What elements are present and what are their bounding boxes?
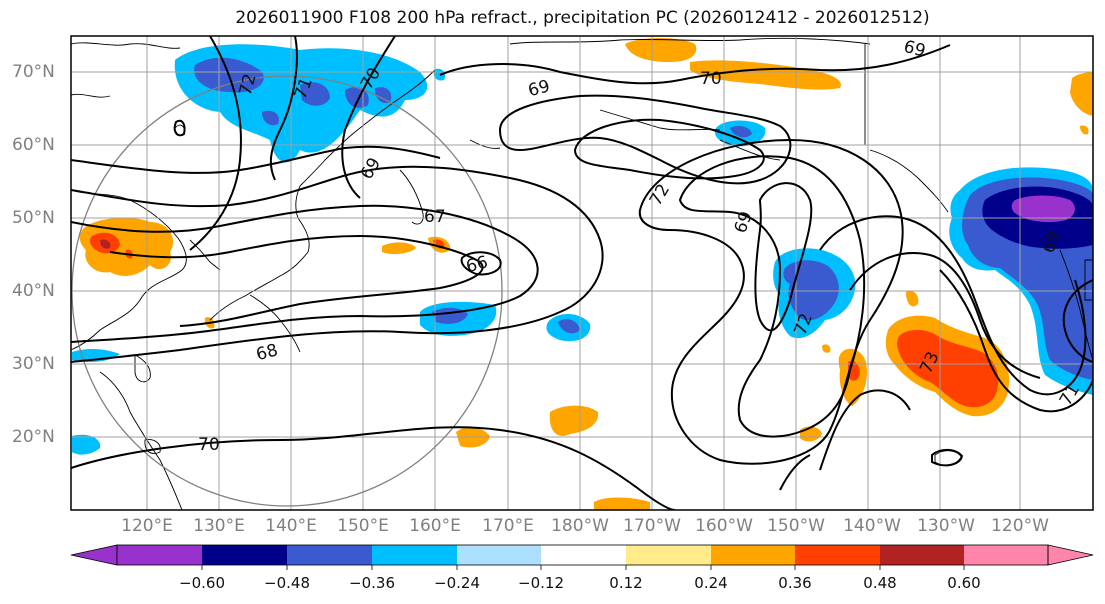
refractivity-contours	[71, 36, 1093, 510]
colorbar-tick-label: 0.60	[947, 574, 981, 592]
colorbar-tick-label: 0.12	[609, 574, 643, 592]
lon-label: 140°W	[843, 516, 901, 536]
lon-label: 120°E	[121, 516, 173, 536]
lon-label: 130°E	[193, 516, 245, 536]
colorbar-bin	[117, 545, 202, 565]
map-title: 2026011900 F108 200 hPa refract., precip…	[235, 8, 930, 28]
colorbar-extend-low	[70, 544, 118, 566]
colorbar	[70, 544, 1094, 570]
contour-label: 70	[700, 69, 722, 89]
colorbar-bin	[202, 545, 287, 565]
colorbar-bin	[626, 545, 711, 565]
graticule	[71, 36, 1093, 510]
colorbar-tick-label: −0.60	[179, 574, 225, 592]
colorbar-bin	[372, 545, 457, 565]
colorbar-bin	[711, 545, 795, 565]
lon-label: 120°W	[991, 516, 1049, 536]
lon-label: 170°W	[623, 516, 681, 536]
range-circle	[71, 75, 503, 507]
lat-label: 20°N	[12, 427, 55, 447]
colorbar-tick-label: 0.36	[778, 574, 812, 592]
contour-label: 67	[424, 207, 446, 227]
colorbar-bin	[541, 545, 626, 565]
colorbar-bin	[457, 545, 541, 565]
contour-label: 70	[198, 435, 220, 455]
colorbar-frame	[116, 544, 1049, 566]
colorbar-bin	[880, 545, 964, 565]
lon-label: 150°W	[767, 516, 825, 536]
lon-label: 180°W	[551, 516, 609, 536]
lat-label: 50°N	[12, 208, 55, 228]
colorbar-tick-label: −0.12	[518, 574, 564, 592]
colorbar-tick-label: −0.36	[349, 574, 395, 592]
colorbar-tick-label: 0.48	[863, 574, 897, 592]
lon-label: 130°W	[917, 516, 975, 536]
colorbar-tick-label: −0.24	[434, 574, 480, 592]
lon-label: 150°E	[337, 516, 389, 536]
colorbar-extend-high	[1047, 544, 1094, 566]
colorbar-bin	[287, 545, 372, 565]
lon-label: 170°E	[482, 516, 534, 536]
lat-label: 70°N	[12, 62, 55, 82]
lon-label: 160°E	[409, 516, 461, 536]
colorbar-tick-label: 0.24	[694, 574, 728, 592]
colorbar-bin	[795, 545, 880, 565]
colorbar-tick-label: −0.48	[264, 574, 310, 592]
map-frame	[70, 35, 1094, 511]
lon-label: 140°E	[265, 516, 317, 536]
lat-label: 60°N	[12, 135, 55, 155]
lon-label: 160°W	[695, 516, 753, 536]
lat-label: 30°N	[12, 354, 55, 374]
lat-label: 40°N	[12, 281, 55, 301]
map-plot-area: 72 71 70 69 69 70 69 67 66 68 70 72 69 7…	[71, 36, 1093, 510]
colorbar-bin	[964, 545, 1048, 565]
precipitation-shading	[72, 38, 1093, 510]
